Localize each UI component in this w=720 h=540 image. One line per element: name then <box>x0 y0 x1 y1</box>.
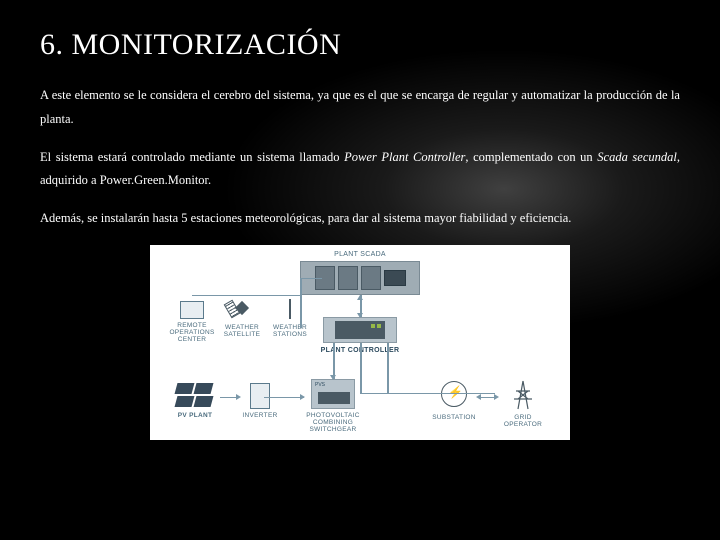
p2-italic-b: Power Plant Controller <box>344 150 465 164</box>
arrow-icon <box>494 394 499 400</box>
server-icon <box>338 266 358 290</box>
inverter-label: INVERTER <box>242 412 277 419</box>
plant-controller-box <box>323 317 397 343</box>
arrow-icon <box>236 394 241 400</box>
substation-label: SUBSTATION <box>432 414 476 421</box>
satellite-node: WEATHER SATELLITE <box>222 295 262 338</box>
substation-icon <box>440 381 468 411</box>
arrow-icon <box>476 394 481 400</box>
paragraph-3: Además, se instalarán hasta 5 estaciones… <box>40 207 680 231</box>
connector-line <box>387 343 389 393</box>
weather-label: WEATHER STATIONS <box>270 324 310 338</box>
slide: 6. MONITORIZACIÓN A este elemento se le … <box>0 0 720 460</box>
connector-line <box>300 278 322 280</box>
diagram-container: PLANT SCADA REMOTE OPERATIONS CENTER WEA… <box>40 245 680 440</box>
weather-node: WEATHER STATIONS <box>270 299 310 338</box>
connector-line <box>264 397 304 399</box>
grid-node: GRID OPERATOR <box>498 379 548 428</box>
switchgear-node: PHOTOVOLTAIC COMBINING SWITCHGEAR <box>305 379 361 433</box>
monitor-icon <box>180 301 204 319</box>
paragraph-1: A este elemento se le considera el cereb… <box>40 84 680 132</box>
p2-text-a: El sistema estará controlado mediante un… <box>40 150 344 164</box>
grid-label: GRID OPERATOR <box>498 414 548 428</box>
satellite-icon <box>229 295 255 321</box>
pv-panel-icon <box>176 383 214 409</box>
connector-line <box>300 278 302 328</box>
arrow-icon <box>357 295 363 300</box>
arrow-icon <box>300 394 305 400</box>
substation-node: SUBSTATION <box>432 381 476 421</box>
connector-line <box>192 295 300 297</box>
transmission-tower-icon <box>510 379 536 411</box>
pv-node: PV PLANT <box>172 383 218 419</box>
switchgear-icon <box>311 379 355 409</box>
remote-node: REMOTE OPERATIONS CENTER <box>170 301 214 343</box>
monitor-icon <box>384 270 406 286</box>
inverter-node: INVERTER <box>240 383 280 419</box>
slide-title: 6. MONITORIZACIÓN <box>40 28 680 62</box>
arrow-icon <box>357 313 363 318</box>
scada-label: PLANT SCADA <box>334 251 386 259</box>
pv-label: PV PLANT <box>178 412 213 419</box>
p2-italic-d: Scada secundal <box>597 150 677 164</box>
connector-line <box>360 343 362 393</box>
controller-device-icon <box>335 321 385 339</box>
connector-line <box>333 343 335 379</box>
paragraph-2: El sistema estará controlado mediante un… <box>40 146 680 194</box>
server-icon <box>361 266 381 290</box>
switchgear-label: PHOTOVOLTAIC COMBINING SWITCHGEAR <box>305 412 361 433</box>
monitoring-diagram: PLANT SCADA REMOTE OPERATIONS CENTER WEA… <box>150 245 570 440</box>
p2-text-c: , complementado con un <box>465 150 597 164</box>
inverter-icon <box>250 383 270 409</box>
weather-station-icon <box>283 299 297 321</box>
satellite-label: WEATHER SATELLITE <box>222 324 262 338</box>
arrow-icon <box>330 375 336 380</box>
remote-label: REMOTE OPERATIONS CENTER <box>169 322 214 343</box>
